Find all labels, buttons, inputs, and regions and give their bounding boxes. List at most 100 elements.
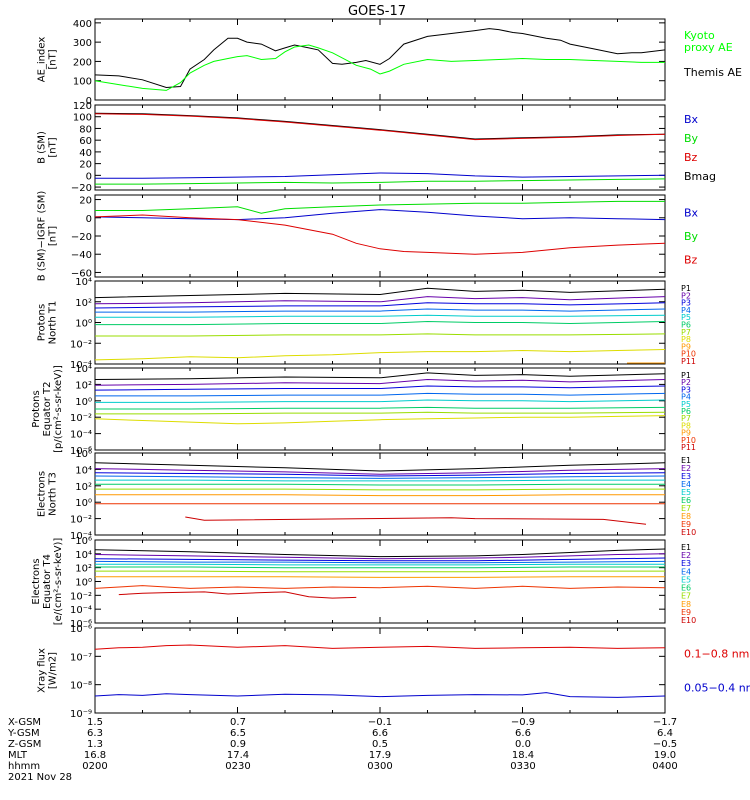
y-tick-label: 10⁻⁴: [70, 605, 92, 616]
y-axis-label: [p/(cm²-s-sr-keV)]: [53, 365, 64, 453]
legend-entry: E3: [681, 472, 691, 481]
legend-entry: E10: [681, 616, 696, 625]
y-tick-label: 10⁰: [75, 397, 92, 408]
legend-entry: P7: [681, 414, 691, 423]
footer-value: 6.6: [372, 728, 388, 739]
panel-3: −60 −40 −20 0 20 B (SM)−IGRF (SM) [nT] Bx By Bz: [37, 191, 699, 282]
footer-value: 1.3: [87, 739, 103, 750]
series-line: [94, 385, 666, 391]
legend-entry: P5: [681, 400, 691, 409]
legend-entry: P11: [681, 443, 696, 452]
footer-value: 0200: [82, 761, 107, 772]
footer-date: 2021 Nov 28: [8, 772, 72, 783]
y-tick-label: 300: [73, 38, 92, 49]
panel-5: 10⁻⁶ 10⁻⁴ 10⁻² 10⁰ 10² 10⁴ Protons Equator T2 [p…: [31, 364, 696, 457]
y-tick-label: 10²: [75, 482, 92, 493]
legend-entry: E4: [681, 567, 691, 576]
series-line: [94, 372, 666, 380]
series-line: [94, 302, 666, 309]
footer-value: 0.9: [230, 739, 246, 750]
footer-value: −0.1: [368, 717, 392, 728]
series-line: [95, 494, 665, 497]
series-line: [94, 287, 666, 299]
y-tick-label: 20: [79, 196, 92, 207]
panel-frame: [94, 194, 666, 278]
legend-entry: E3: [681, 559, 691, 568]
footer-row-label: Z-GSM: [8, 739, 41, 750]
footer-value: 0300: [367, 761, 392, 772]
footer-value: 16.8: [84, 750, 106, 761]
series-line: [94, 44, 665, 91]
footer-value: 1.5: [87, 717, 103, 728]
y-axis-label: [nT]: [48, 137, 59, 157]
legend-entry: Bx: [684, 113, 699, 126]
legend-entry: P2: [681, 291, 691, 300]
series-line: [94, 472, 666, 477]
legend-entry: E7: [681, 504, 691, 513]
y-tick-label: 10⁻⁸: [70, 681, 92, 692]
y-axis-label: North T3: [48, 472, 59, 516]
footer-row-label: hhmm: [8, 761, 40, 772]
series-line: [95, 392, 666, 397]
y-tick-label: 100: [73, 113, 92, 124]
series-line: [118, 591, 357, 599]
y-tick-label: 10²: [75, 298, 92, 309]
legend-entry: E4: [681, 480, 691, 489]
series-line: [94, 548, 666, 558]
footer-value: 6.4: [657, 728, 673, 739]
y-tick-label: 60: [79, 136, 92, 147]
footer-value: 0.0: [515, 739, 531, 750]
y-axis-label: B (SM)−IGRF (SM): [37, 191, 48, 282]
series-line: [94, 209, 666, 221]
footer-value: −0.5: [653, 739, 677, 750]
y-tick-label: 10⁻⁷: [70, 652, 92, 663]
legend-entry: P8: [681, 335, 691, 344]
series-line: [94, 553, 666, 560]
footer-value: 0400: [652, 761, 677, 772]
y-tick-label: 10⁻⁶: [70, 446, 92, 457]
series-line: [95, 479, 665, 482]
y-tick-label: 10⁰: [75, 498, 92, 509]
panel-frame: [94, 627, 666, 714]
series-line: [94, 557, 666, 562]
legend-entry: E2: [681, 551, 691, 560]
legend-entry: By: [684, 132, 699, 145]
legend-entry: Bmag: [684, 170, 716, 183]
series-line: [95, 320, 666, 326]
panel-frame: [94, 104, 666, 191]
legend-entry: P4: [681, 306, 691, 315]
legend-entry: 0.05−0.4 nm: [684, 682, 750, 695]
plot-title: GOES-17: [348, 4, 406, 19]
y-tick-label: 10⁴: [75, 550, 92, 561]
series-line: [95, 172, 666, 179]
y-tick-label: 200: [73, 57, 92, 68]
series-line: [94, 378, 666, 386]
series-line: [94, 28, 666, 89]
legend-entry: E5: [681, 575, 691, 584]
footer-value: 19.0: [654, 750, 676, 761]
footer-value: 0.5: [372, 739, 388, 750]
y-tick-label: 10⁻²: [70, 339, 92, 350]
footer-row-label: MLT: [8, 750, 28, 761]
series-line: [95, 576, 665, 578]
y-tick-label: 10⁰: [75, 578, 92, 589]
y-tick-label: 10⁴: [75, 364, 92, 375]
legend-entry: Themis AE: [683, 66, 742, 79]
legend-entry: E8: [681, 600, 691, 609]
footer-value: 0330: [510, 761, 535, 772]
legend-entry: E6: [681, 584, 691, 593]
series-line: [95, 200, 665, 214]
series-line: [95, 308, 666, 313]
y-axis-label: Xray flux: [37, 648, 48, 693]
legend-entry: P10: [681, 436, 696, 445]
legend-entry: E9: [681, 608, 691, 617]
series-line: [94, 113, 666, 141]
legend-entry: P1: [681, 284, 691, 293]
series-line: [95, 411, 666, 415]
legend-entry: P1: [681, 371, 691, 380]
